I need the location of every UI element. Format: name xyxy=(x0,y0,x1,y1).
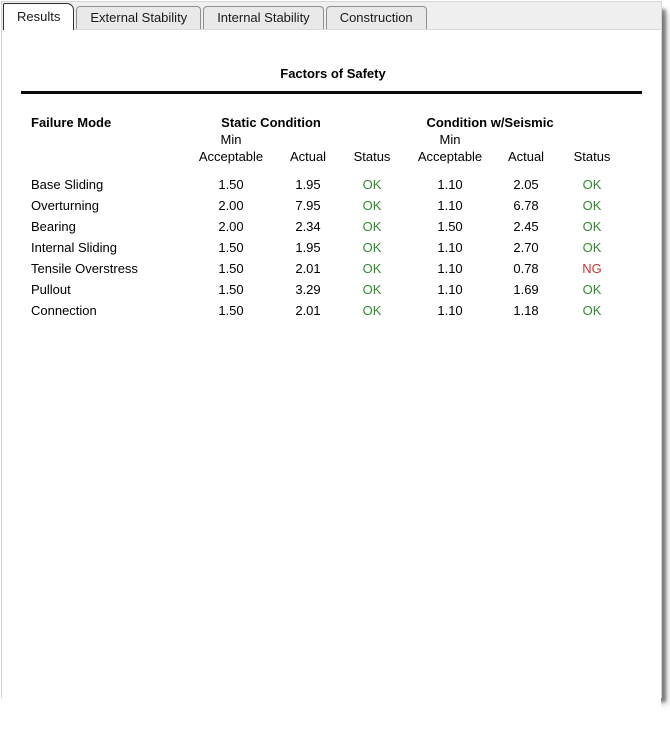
seismic-min-cell: 1.10 xyxy=(437,261,463,276)
tab-strip: Results External Stability Internal Stab… xyxy=(2,2,661,30)
failure-mode-cell: Internal Sliding xyxy=(31,240,117,255)
static-min-cell: 1.50 xyxy=(218,240,244,255)
seismic-min-cell: 1.10 xyxy=(437,282,463,297)
subheader-row: Acceptable Actual Status Acceptable Actu… xyxy=(25,147,627,166)
tab-construction[interactable]: Construction xyxy=(325,6,427,29)
seismic-actual-cell: 6.78 xyxy=(513,198,539,213)
failure-mode-cell: Bearing xyxy=(31,219,76,234)
static-actual-cell: 1.95 xyxy=(295,177,321,192)
static-status-cell: OK xyxy=(362,219,382,234)
seismic-status-cell: OK xyxy=(582,198,602,213)
static-min-cell: 2.00 xyxy=(218,198,244,213)
seismic-actual-cell: 2.05 xyxy=(513,177,539,192)
seismic-status-cell: OK xyxy=(582,240,602,255)
failure-mode-cell: Tensile Overstress xyxy=(31,261,138,276)
static-min-cell: 1.50 xyxy=(218,282,244,297)
seismic-min-cell: 1.10 xyxy=(437,240,463,255)
static-status-cell: OK xyxy=(362,303,382,318)
failure-mode-header: Failure Mode xyxy=(31,114,112,130)
seismic-actual-cell: 2.70 xyxy=(513,240,539,255)
static-actual-cell: 2.34 xyxy=(295,219,321,234)
static-actual-cell: 2.01 xyxy=(295,303,321,318)
seismic-actual-cell: 1.69 xyxy=(513,282,539,297)
failure-mode-cell: Base Sliding xyxy=(31,177,104,192)
seismic-min-cell: 1.10 xyxy=(437,177,463,192)
static-min-cell: 2.00 xyxy=(218,219,244,234)
static-status-header: Status xyxy=(353,149,391,164)
table-row: Connection 1.50 2.01 OK 1.10 1.18 OK xyxy=(25,300,627,321)
static-min-cell: 1.50 xyxy=(218,261,244,276)
table-row: Overturning 2.00 7.95 OK 1.10 6.78 OK xyxy=(25,195,627,216)
failure-mode-cell: Overturning xyxy=(31,198,99,213)
group-header-row: Failure Mode Static Condition Condition … xyxy=(25,112,627,132)
seismic-condition-header: Condition w/Seismic xyxy=(426,114,554,130)
static-actual-header: Actual xyxy=(289,149,327,164)
static-actual-cell: 2.01 xyxy=(295,261,321,276)
page-title: Factors of Safety xyxy=(280,66,386,81)
min-label-row: Min Min xyxy=(25,132,627,147)
static-acceptable-header: Acceptable xyxy=(198,149,264,164)
table-row: Tensile Overstress 1.50 2.01 OK 1.10 0.7… xyxy=(25,258,627,279)
static-actual-cell: 7.95 xyxy=(295,198,321,213)
static-status-cell: OK xyxy=(362,261,382,276)
static-status-cell: OK xyxy=(362,198,382,213)
seismic-status-cell: OK xyxy=(582,177,602,192)
seismic-status-header: Status xyxy=(573,149,611,164)
failure-mode-cell: Connection xyxy=(31,303,97,318)
static-min-cell: 1.50 xyxy=(218,303,244,318)
title-divider xyxy=(21,91,642,94)
factors-of-safety-table: Failure Mode Static Condition Condition … xyxy=(25,112,627,321)
seismic-min-cell: 1.50 xyxy=(437,219,463,234)
table-row: Internal Sliding 1.50 1.95 OK 1.10 2.70 … xyxy=(25,237,627,258)
static-actual-cell: 3.29 xyxy=(295,282,321,297)
seismic-min-label: Min xyxy=(439,132,461,147)
static-status-cell: OK xyxy=(362,177,382,192)
seismic-min-cell: 1.10 xyxy=(437,303,463,318)
seismic-actual-cell: 0.78 xyxy=(513,261,539,276)
seismic-actual-cell: 2.45 xyxy=(513,219,539,234)
seismic-actual-cell: 1.18 xyxy=(513,303,539,318)
static-min-label: Min xyxy=(220,132,242,147)
tab-internal-stability[interactable]: Internal Stability xyxy=(203,6,324,29)
table-row: Bearing 2.00 2.34 OK 1.50 2.45 OK xyxy=(25,216,627,237)
failure-mode-cell: Pullout xyxy=(31,282,71,297)
table-row: Base Sliding 1.50 1.95 OK 1.10 2.05 OK xyxy=(25,174,627,195)
spacer-row xyxy=(25,166,627,174)
static-status-cell: OK xyxy=(362,240,382,255)
seismic-actual-header: Actual xyxy=(507,149,545,164)
seismic-status-cell: NG xyxy=(582,261,602,276)
static-status-cell: OK xyxy=(362,282,382,297)
tab-results[interactable]: Results xyxy=(3,3,75,30)
seismic-status-cell: OK xyxy=(582,303,602,318)
tab-external-stability[interactable]: External Stability xyxy=(76,6,202,29)
results-page: Factors of Safety Failure Mode Static Co… xyxy=(2,66,661,733)
table-row: Pullout 1.50 3.29 OK 1.10 1.69 OK xyxy=(25,279,627,300)
seismic-min-cell: 1.10 xyxy=(437,198,463,213)
seismic-status-cell: OK xyxy=(582,219,602,234)
seismic-acceptable-header: Acceptable xyxy=(417,149,483,164)
static-actual-cell: 1.95 xyxy=(295,240,321,255)
static-condition-header: Static Condition xyxy=(221,114,321,130)
static-min-cell: 1.50 xyxy=(218,177,244,192)
seismic-status-cell: OK xyxy=(582,282,602,297)
